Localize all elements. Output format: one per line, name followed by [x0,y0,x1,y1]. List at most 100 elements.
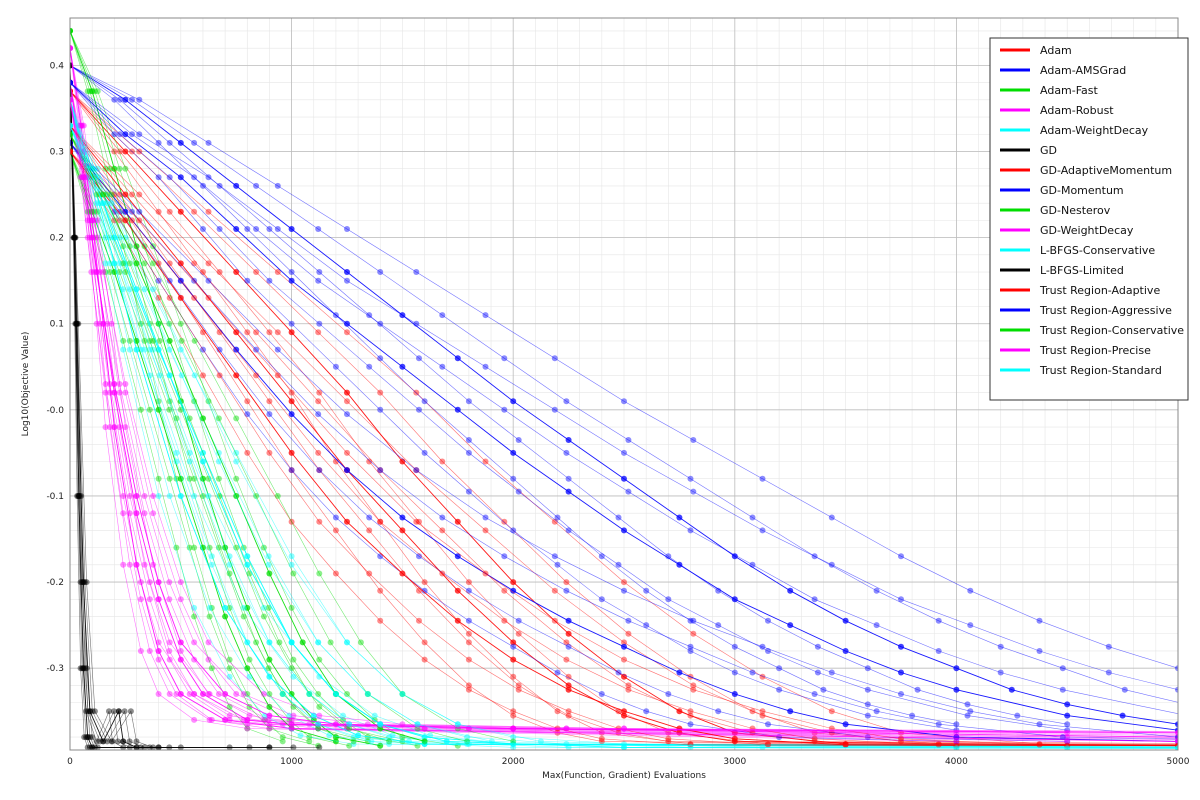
data-point [687,744,694,750]
data-point [935,648,942,654]
data-point [104,200,111,207]
data-point [246,673,253,680]
data-point [215,458,222,465]
data-point [253,269,260,275]
data-point [206,716,213,723]
data-point [465,437,472,443]
data-point [315,277,322,284]
data-point [70,27,73,34]
data-point [537,738,544,745]
data-point [864,701,871,708]
data-point [565,488,572,495]
data-point [315,226,322,232]
data-point [155,639,162,646]
data-point [177,475,184,482]
data-point [266,639,273,646]
data-point [316,269,323,275]
data-point [274,182,281,189]
series-line [70,99,1178,734]
series-adam-fast [70,27,461,749]
data-point [205,277,212,284]
series-line [70,82,250,748]
data-point [377,553,384,560]
data-point [216,346,223,353]
data-point [233,372,240,379]
data-point [186,458,193,465]
data-point [399,570,406,577]
data-point [315,639,322,646]
data-point [346,725,353,732]
data-point [439,363,446,370]
data-point [70,96,73,103]
data-point [222,716,229,723]
data-point [244,277,251,284]
data-point [177,639,184,646]
data-point [233,415,240,422]
series-line [70,108,1178,747]
data-point [206,604,213,611]
data-point [226,665,233,672]
series-line [70,30,458,746]
data-point [150,260,157,267]
data-point [759,712,766,719]
data-point [200,269,206,275]
data-point [565,630,572,637]
data-point [344,518,350,525]
data-point [146,579,153,586]
data-point [226,553,233,560]
data-point [332,570,339,577]
legend-item: Trust Region-Precise [1000,344,1151,357]
data-point [266,656,273,663]
data-point [70,45,73,52]
data-point [226,570,233,577]
data-point [501,406,508,413]
data-point [563,656,570,663]
data-point [150,510,157,517]
data-point [166,208,173,215]
data-point [510,725,517,732]
data-point [100,200,107,207]
data-point [399,363,406,370]
data-point [621,725,627,732]
data-point [215,475,222,482]
data-point [501,617,508,624]
data-point [454,721,461,728]
data-point [166,320,173,327]
data-point [326,732,333,739]
data-point [615,514,622,521]
data-point [94,744,101,750]
data-point [316,518,323,525]
data-point [290,570,297,577]
data-point [136,131,143,138]
data-point [315,725,322,732]
data-point [715,622,722,629]
data-point [344,320,350,327]
data-point [191,613,198,620]
data-point [316,673,323,680]
data-point [146,648,153,654]
data-point [288,561,295,568]
data-point [75,493,81,499]
data-point [108,200,115,207]
data-point [120,738,127,745]
data-point [346,742,353,749]
data-point [253,372,260,379]
y-tick-label: -0.3 [46,664,64,674]
data-point [898,643,904,650]
data-point [565,475,572,482]
data-point [155,579,162,586]
data-point [565,708,572,715]
data-point [83,579,90,586]
data-point [126,738,133,745]
data-point [88,269,95,275]
series-line [70,134,468,742]
data-point [240,613,247,620]
data-point [454,553,461,560]
data-point [274,372,281,379]
data-point [166,406,173,413]
legend-label: GD-AdaptiveMomentum [1040,164,1172,177]
data-point [206,691,213,697]
series-line [70,99,1068,734]
data-point [129,131,135,138]
data-point [306,738,313,745]
